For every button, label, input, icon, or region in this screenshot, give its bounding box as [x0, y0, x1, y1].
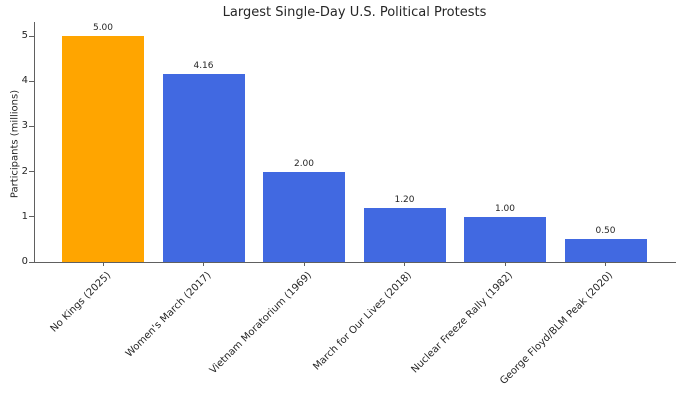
y-axis-tick — [29, 171, 34, 173]
x-axis-tick — [404, 262, 405, 266]
y-tick-label: 0 — [21, 256, 28, 267]
x-tick-label: No Kings (2025) — [48, 270, 113, 335]
x-tick-label: March for Our Lives (2018) — [311, 270, 415, 373]
x-axis-tick — [504, 262, 506, 266]
y-tick-label: 4 — [21, 75, 28, 87]
bar — [363, 208, 446, 262]
bar-value-label: 5.00 — [92, 23, 114, 33]
bar-value-label: 1.20 — [394, 195, 415, 205]
y-tick-label: 5 — [21, 30, 28, 41]
x-axis-tick — [605, 262, 606, 266]
x-tick-label: George Floyd/BLM Peak (2020) — [498, 270, 616, 387]
bar — [263, 172, 345, 262]
bar — [464, 217, 546, 262]
x-axis-tick — [102, 262, 104, 266]
x-tick-label: Vietnam Moratorium (1969) — [207, 270, 314, 377]
x-tick-label: Nuclear Freeze Rally (1982) — [409, 270, 515, 376]
y-axis-tick — [29, 80, 34, 82]
bar — [62, 36, 144, 262]
x-axis-tick — [203, 262, 204, 266]
chart-title: Largest Single-Day U.S. Political Protes… — [222, 5, 487, 20]
y-axis-label: Participants (millions) — [9, 89, 21, 199]
bar-value-label: 2.00 — [293, 159, 315, 169]
bar-value-label: 4.16 — [193, 61, 214, 71]
y-axis-tick — [29, 216, 34, 218]
y-tick-label: 3 — [21, 120, 28, 132]
x-tick-label: Women's March (2017) — [123, 270, 214, 360]
y-axis-tick — [29, 261, 34, 263]
bar-value-label: 0.50 — [595, 226, 616, 236]
x-axis-tick — [303, 262, 305, 266]
y-axis-tick — [29, 35, 34, 37]
y-axis-tick — [29, 125, 34, 127]
bar — [162, 74, 245, 262]
bar — [564, 239, 647, 262]
y-tick-label: 1 — [21, 210, 28, 222]
bar-value-label: 1.00 — [494, 204, 516, 214]
y-tick-label: 2 — [21, 165, 28, 177]
plot-area: 5.00 4.16 2.00 1.20 1.00 0.50 — [34, 22, 676, 266]
